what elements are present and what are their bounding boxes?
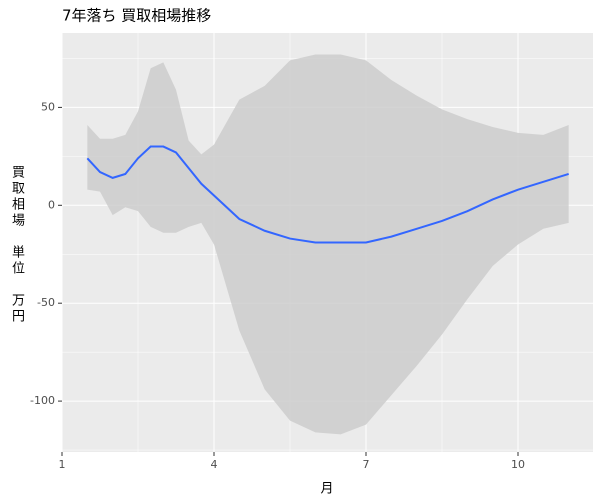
y-tick-label: 0: [48, 198, 55, 211]
y-axis-label: 買取相場 単位 万円: [9, 165, 24, 325]
smooth-line: [86, 145, 569, 244]
y-tick-label: 50: [41, 100, 55, 113]
x-tick-label: 10: [511, 458, 525, 471]
chart-title: 7年落ち 買取相場推移: [62, 7, 211, 25]
x-tick-label: 1: [59, 458, 66, 471]
x-tick-label: 4: [211, 458, 218, 471]
x-tick-label: 7: [363, 458, 370, 471]
confidence-band: [87, 54, 569, 435]
x-axis-label: 月: [320, 482, 333, 497]
y-tick-label: -100: [30, 394, 55, 407]
y-tick-label: -50: [37, 296, 55, 309]
